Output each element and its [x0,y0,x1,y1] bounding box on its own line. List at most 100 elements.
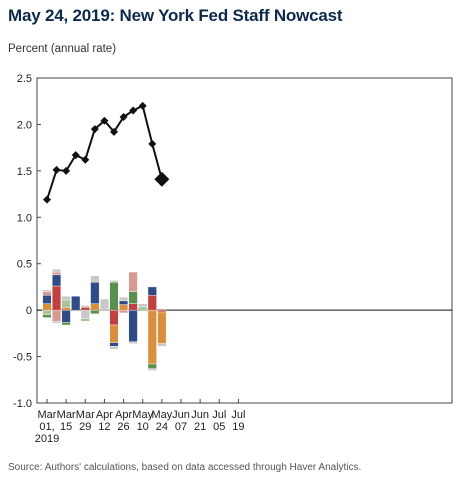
chart-title: May 24, 2019: New York Fed Staff Nowcast [8,6,343,25]
x-tick-label: 29 [79,421,91,433]
contribution-segment [157,343,167,347]
nowcast-point [43,195,51,204]
contribution-segment [147,368,157,371]
nowcast-point [119,113,128,121]
x-tick-label: Mar [76,409,95,421]
contribution-segment [138,306,148,311]
x-tick-label: 15 [60,421,72,433]
contribution-segment [157,309,167,313]
x-tick-label: Apr [115,409,132,421]
x-tick-label: 24 [156,421,168,433]
contribution-segment [119,296,129,302]
nowcast-point [148,139,157,148]
contribution-segment [157,311,167,344]
x-tick-label: Jul [212,409,226,421]
x-tick-label: 26 [117,421,129,433]
y-tick-label: 0.5 [17,259,32,271]
contribution-segment [90,275,100,283]
x-tick-label: 05 [213,421,225,433]
contribution-segment [42,303,52,311]
plot-frame [36,77,453,404]
contribution-segment [109,346,119,350]
contribution-segment [42,309,52,315]
contribution-segment [42,314,52,318]
nowcast-point [52,165,61,174]
nowcast-point [129,106,138,115]
contribution-segment [119,300,129,305]
contribution-segment [52,285,62,311]
x-tick-label: 07 [175,421,187,433]
contribution-segment [61,299,71,308]
contribution-segment [61,309,71,323]
contribution-bars [42,269,167,371]
contribution-segment [71,296,81,311]
contribution-segment [52,321,62,324]
y-tick-label: -0.5 [13,352,32,364]
contribution-segment [80,305,90,308]
y-axis-unit-label: Percent (annual rate) [8,43,117,55]
nowcast-point [62,166,71,175]
nowcast-point [138,101,147,110]
x-tick-label: May [132,409,153,421]
contribution-segment [80,307,90,311]
x-tick-label: Apr [96,409,113,421]
contribution-segment [99,298,109,311]
contribution-segment [109,282,119,311]
x-tick-label: Jul [231,409,245,421]
x-tick-label: Jun [191,409,209,421]
nowcast-line [43,101,170,204]
contribution-segment [128,303,138,311]
contribution-segment [138,303,148,307]
contribution-segment [147,363,157,369]
contribution-segment [52,274,62,287]
contribution-segment [80,318,90,322]
source-note: Source: Authors' calculations, based on … [8,462,362,473]
contribution-segment [109,342,119,347]
contribution-segment [109,324,119,343]
x-tick-label: 12 [98,421,110,433]
contribution-segment [147,295,157,311]
nowcast-point [90,125,99,134]
contribution-segment [42,295,52,304]
x-tick-label: Jun [172,409,190,421]
y-tick-label: -1.0 [13,398,32,410]
contribution-segment [128,341,138,344]
contribution-segment [128,271,138,292]
contribution-segment [52,269,62,273]
y-tick-label: 0 [26,305,32,317]
contribution-segment [90,282,100,304]
x-axis-ticks: Mar01,2019Mar15Mar29Apr12Apr26May10May24… [35,399,245,445]
contribution-segment [90,309,100,315]
x-tick-label: 21 [194,421,206,433]
x-tick-label: Mar [38,409,57,421]
contribution-segment [90,303,100,311]
contribution-segment [80,309,90,319]
x-tick-label: 10 [137,421,149,433]
y-tick-label: 2.0 [17,119,32,131]
contribution-segment [61,322,71,326]
nowcast-point [100,116,109,125]
contribution-segment [147,309,157,365]
contribution-segment [61,296,71,301]
contribution-segment [42,289,52,292]
nowcast-point [71,151,80,160]
contribution-segment [61,307,71,311]
x-tick-label: Mar [57,409,76,421]
x-tick-label: 2019 [35,433,59,445]
contribution-segment [109,309,119,326]
y-tick-label: 1.0 [17,212,32,224]
nowcast-point [81,155,90,164]
y-tick-label: 2.5 [17,73,32,85]
contribution-segment [42,291,52,296]
contribution-segment [119,304,129,311]
contribution-segment [52,309,62,322]
contribution-segment [147,286,157,296]
x-tick-label: 19 [232,421,244,433]
contribution-segment [52,271,62,276]
contribution-segment [109,280,119,283]
contribution-segment [128,291,138,304]
nowcast-point [109,127,118,136]
contribution-segment [128,309,138,342]
x-tick-label: May [151,409,172,421]
